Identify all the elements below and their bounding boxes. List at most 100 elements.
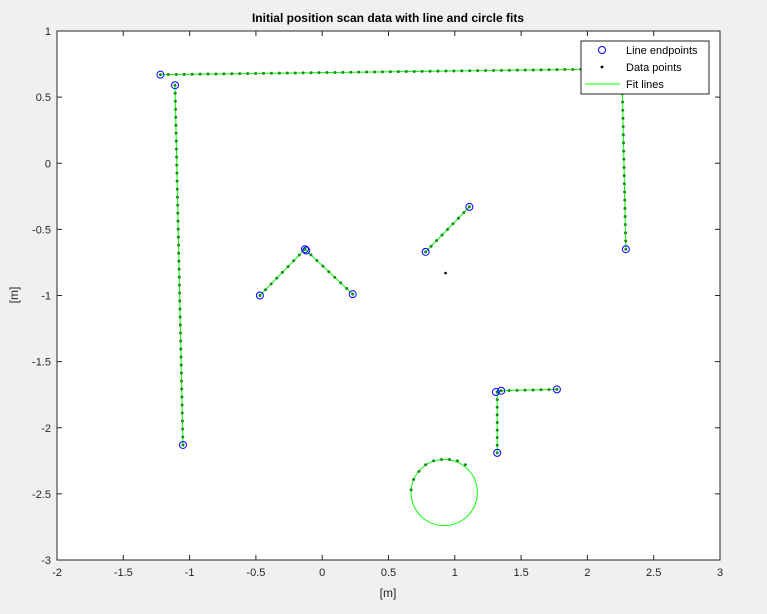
line-endpoint bbox=[300, 245, 309, 254]
data-point bbox=[174, 139, 178, 143]
data-point bbox=[173, 83, 177, 87]
data-point bbox=[177, 259, 181, 263]
data-point bbox=[177, 243, 181, 247]
data-point bbox=[198, 72, 202, 76]
data-point bbox=[495, 428, 499, 432]
x-tick-label: 1.5 bbox=[513, 567, 528, 579]
data-point bbox=[515, 388, 519, 392]
x-tick-label: 0.5 bbox=[381, 567, 396, 579]
data-point bbox=[176, 211, 180, 215]
x-tick-label: -1.5 bbox=[114, 567, 133, 579]
data-point bbox=[327, 270, 331, 274]
y-tick-label: 0 bbox=[45, 158, 51, 170]
data-point bbox=[495, 405, 499, 409]
data-point bbox=[230, 72, 234, 76]
data-point bbox=[436, 69, 440, 73]
legend-label-fit: Fit lines bbox=[626, 79, 664, 91]
data-point bbox=[555, 68, 559, 72]
data-point bbox=[624, 239, 628, 243]
data-point bbox=[429, 244, 433, 248]
data-point bbox=[206, 72, 210, 76]
y-tick-label: 1 bbox=[45, 26, 51, 38]
data-point bbox=[507, 68, 511, 72]
data-point bbox=[412, 69, 416, 73]
data-point bbox=[547, 68, 551, 72]
line-endpoint bbox=[171, 81, 180, 90]
data-point bbox=[303, 247, 307, 251]
line-endpoint bbox=[421, 247, 430, 256]
data-point bbox=[424, 250, 428, 254]
data-point bbox=[178, 299, 182, 303]
data-point bbox=[446, 227, 450, 231]
legend-endpoint-marker bbox=[598, 46, 606, 54]
x-tick-label: 1 bbox=[452, 567, 458, 579]
data-point bbox=[174, 131, 178, 135]
data-point bbox=[476, 69, 480, 73]
data-point bbox=[269, 282, 273, 286]
data-point bbox=[365, 70, 369, 74]
data-point bbox=[177, 283, 181, 287]
data-point bbox=[309, 71, 313, 75]
legend-point-marker bbox=[600, 65, 604, 69]
data-point bbox=[467, 205, 471, 209]
data-point bbox=[623, 190, 627, 194]
data-point bbox=[622, 165, 626, 169]
circle-data-point bbox=[412, 477, 416, 481]
data-point bbox=[180, 411, 184, 415]
data-point bbox=[317, 71, 321, 75]
data-point bbox=[404, 70, 408, 74]
data-point bbox=[571, 67, 575, 71]
data-point bbox=[264, 288, 268, 292]
data-point bbox=[484, 69, 488, 73]
data-point bbox=[388, 70, 392, 74]
data-point bbox=[420, 69, 424, 73]
circle-data-point bbox=[409, 488, 413, 492]
data-point bbox=[515, 68, 519, 72]
data-point bbox=[175, 195, 179, 199]
data-point bbox=[621, 108, 625, 112]
data-point bbox=[523, 388, 527, 392]
data-point bbox=[178, 315, 182, 319]
chart-title: Initial position scan data with line and… bbox=[252, 11, 524, 25]
data-point bbox=[166, 73, 170, 77]
data-point bbox=[531, 388, 535, 392]
x-tick-label: 2 bbox=[584, 567, 590, 579]
data-point bbox=[175, 171, 179, 175]
data-point bbox=[180, 379, 184, 383]
data-point bbox=[181, 427, 185, 431]
data-point bbox=[341, 70, 345, 74]
data-point bbox=[507, 389, 511, 393]
data-point bbox=[622, 174, 626, 178]
data-point bbox=[333, 275, 337, 279]
data-point bbox=[179, 339, 183, 343]
data-point bbox=[180, 395, 184, 399]
data-point bbox=[175, 155, 179, 159]
data-point bbox=[563, 68, 567, 72]
legend: Line endpoints Data points Fit lines bbox=[580, 40, 710, 95]
data-point bbox=[357, 70, 361, 74]
data-point bbox=[623, 198, 627, 202]
data-point bbox=[177, 275, 181, 279]
y-tick-label: 0.5 bbox=[36, 92, 51, 104]
data-point bbox=[495, 413, 499, 417]
data-point bbox=[176, 203, 180, 207]
circle-data-point bbox=[455, 459, 459, 463]
data-point bbox=[280, 270, 284, 274]
data-point bbox=[621, 116, 625, 120]
data-point bbox=[456, 216, 460, 220]
data-point bbox=[499, 389, 503, 393]
data-point bbox=[621, 100, 625, 104]
data-point bbox=[339, 281, 343, 285]
circle-data-point bbox=[432, 459, 436, 463]
data-point bbox=[254, 71, 258, 75]
axes-background bbox=[57, 31, 720, 560]
data-point bbox=[182, 72, 186, 76]
data-point bbox=[177, 267, 181, 271]
data-point bbox=[624, 247, 628, 251]
y-tick-label: -0.5 bbox=[32, 224, 51, 236]
x-tick-label: -2 bbox=[52, 567, 62, 579]
y-tick-label: -1 bbox=[41, 291, 51, 303]
data-point bbox=[539, 68, 543, 72]
data-point bbox=[349, 70, 353, 74]
